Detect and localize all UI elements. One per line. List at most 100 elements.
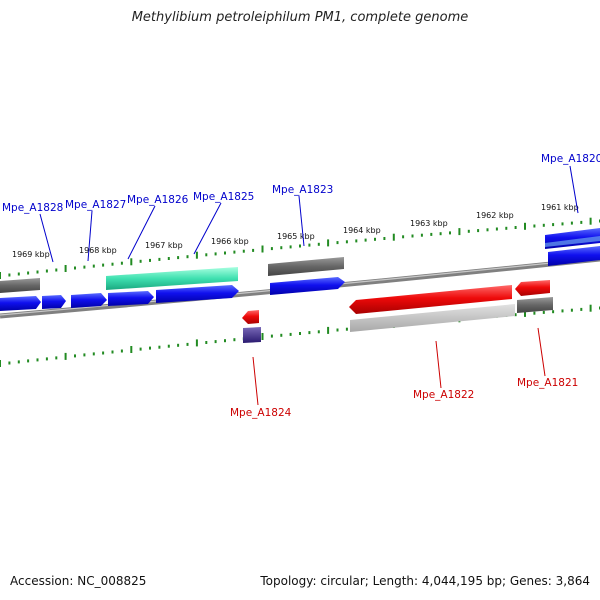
outer-tick [0, 272, 1, 279]
cds-mpe-a1827 [42, 295, 66, 309]
inner-tick [561, 309, 564, 313]
inner-tick [214, 340, 217, 344]
inner-tick [345, 327, 348, 331]
inner-tick [158, 345, 161, 349]
outer-tick [55, 268, 58, 272]
cds-mpe-a1826 [71, 293, 107, 308]
leader-mpe-a1822 [435, 340, 442, 389]
inner-tick [205, 341, 208, 344]
outer-tick [533, 224, 536, 228]
feature-teal-rna [106, 267, 238, 290]
outer-tick [486, 228, 489, 232]
inner-tick [92, 352, 95, 356]
outer-tick [233, 250, 236, 254]
outer-tick [186, 255, 189, 259]
outer-tick [167, 257, 170, 260]
outer-tick [120, 261, 123, 265]
outer-tick [374, 237, 376, 241]
inner-tick [224, 339, 226, 343]
outer-tick-track [0, 217, 600, 279]
outer-tick [205, 253, 208, 257]
feature-lightblue-1820 [545, 236, 600, 247]
outer-tick [261, 245, 264, 253]
inner-tick [270, 334, 273, 338]
inner-tick [186, 342, 189, 346]
inner-tick [542, 310, 545, 314]
outer-tick [458, 228, 461, 236]
outer-tick [336, 241, 339, 245]
outer-tick [139, 259, 142, 263]
gene-label-mpe-a1823: Mpe_A1823 [272, 184, 333, 196]
outer-tick [477, 229, 480, 233]
outer-tick [92, 264, 95, 268]
gene-label-mpe-a1825: Mpe_A1825 [193, 191, 254, 203]
outer-tick [149, 258, 151, 262]
cds-mpe-a1825-a [108, 291, 154, 306]
tick-label-1965: 1965 kbp [277, 232, 315, 241]
tick-label-1961: 1961 kbp [541, 203, 579, 212]
leader-lines [39, 165, 579, 406]
outer-tick [505, 226, 508, 230]
inner-tick [317, 330, 320, 334]
genome-title: Methylibium petroleiphilum PM1, complete… [131, 10, 469, 25]
outer-tick [514, 226, 517, 229]
inner-tick [580, 307, 583, 311]
outer-tick [17, 272, 20, 276]
tick-label-1966: 1966 kbp [211, 237, 249, 246]
cds-mpe-a1828 [0, 296, 41, 311]
outer-tick [383, 237, 386, 240]
inner-tick [336, 328, 339, 332]
outer-tick [552, 223, 555, 227]
inner-tick [55, 356, 58, 360]
outer-tick [524, 222, 526, 230]
outer-tick [64, 265, 67, 272]
tick-label-1969: 1969 kbp [12, 250, 50, 259]
inner-tick [552, 310, 555, 314]
inner-tick [524, 309, 526, 317]
cds-mpe-a1821 [515, 280, 550, 296]
outer-tick [355, 239, 358, 243]
cds-mpe-a1820 [548, 246, 600, 266]
gene-label-mpe-a1821: Mpe_A1821 [517, 377, 578, 389]
outer-tick [36, 270, 39, 274]
outer-tick [252, 248, 255, 252]
outer-tick [299, 244, 301, 248]
inner-tick [308, 331, 311, 335]
inner-tick [533, 311, 536, 315]
feature-navy-1824 [243, 327, 261, 343]
inner-tick [289, 332, 292, 336]
leader-mpe-a1821 [537, 327, 546, 377]
outer-tick [467, 229, 470, 233]
tick-label-1964: 1964 kbp [343, 226, 381, 235]
feature-grey-left [0, 278, 40, 293]
gene-label-mpe-a1820: Mpe_A1820 [541, 153, 600, 165]
leader-mpe-a1823 [298, 195, 305, 247]
outer-tick [27, 271, 30, 275]
reverse-features [242, 280, 553, 343]
leader-mpe-a1825 [193, 202, 222, 255]
outer-tick [317, 242, 320, 246]
cds-mpe-a1823 [270, 277, 345, 295]
inner-tick [299, 332, 301, 335]
outer-tick [224, 251, 226, 255]
outer-tick [195, 251, 198, 259]
tick-label-1962: 1962 kbp [476, 211, 514, 220]
cds-mpe-a1824 [242, 310, 259, 324]
tick-label-1968: 1968 kbp [79, 246, 117, 255]
forward-features [0, 228, 600, 293]
outer-tick [130, 258, 133, 266]
outer-tick [430, 232, 433, 236]
cds-mpe-a1825-b [156, 285, 239, 303]
outer-tick [411, 234, 414, 238]
inner-tick [83, 353, 86, 357]
inner-tick [327, 326, 330, 334]
inner-tick [102, 351, 105, 355]
inner-tick [64, 352, 67, 360]
inner-tick [27, 359, 30, 363]
outer-tick [214, 252, 217, 256]
inner-tick [120, 349, 123, 353]
inner-tick [8, 361, 11, 365]
outer-tick [83, 265, 86, 269]
leader-mpe-a1826 [127, 205, 156, 260]
